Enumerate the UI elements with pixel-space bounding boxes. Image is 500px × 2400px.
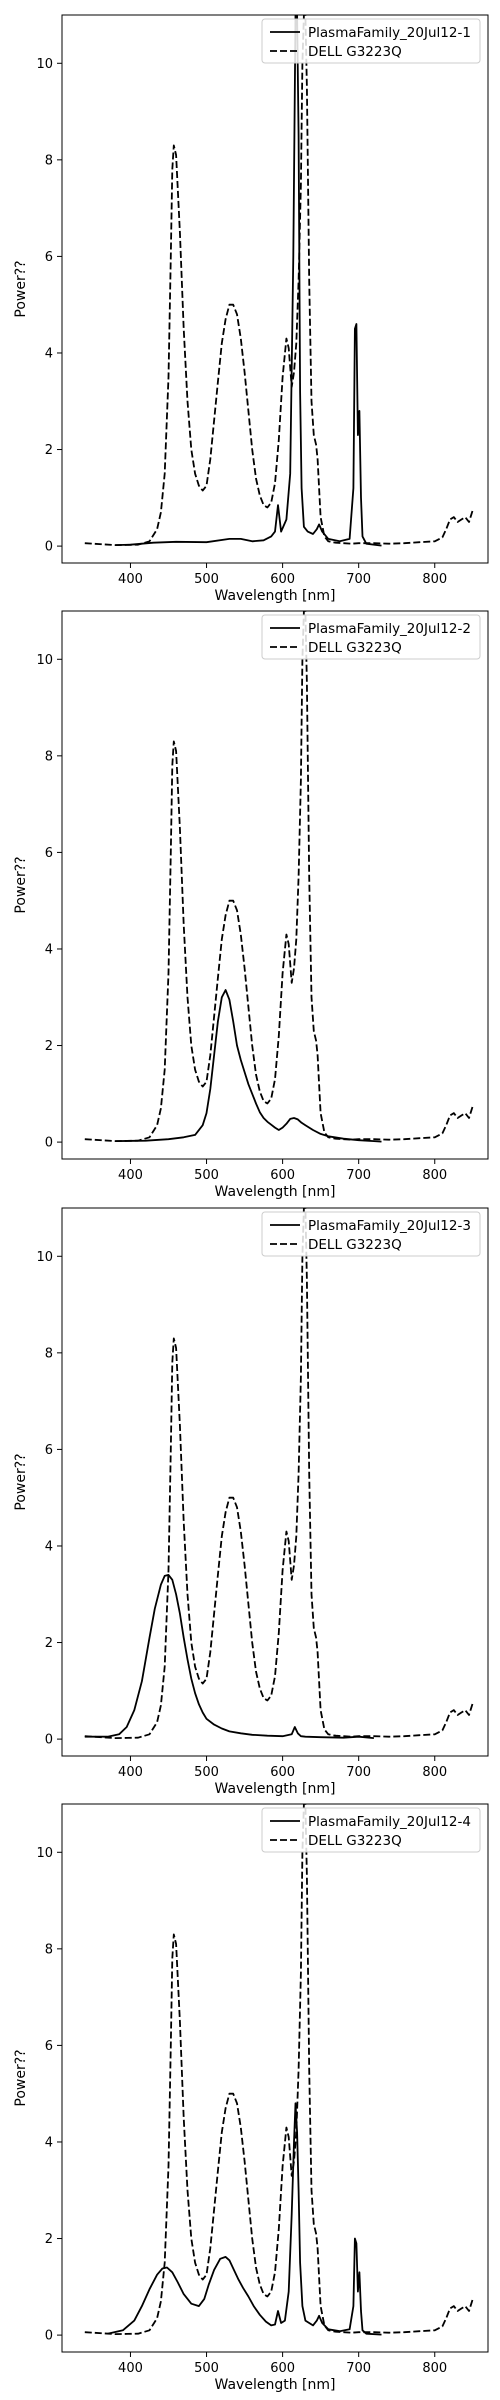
x-tick-label: 800 [422, 1168, 447, 1183]
x-tick-label: 500 [194, 1168, 219, 1183]
chart-panel-3: 400 500 600 700 800 0 2 4 6 8 10 Wavelength [nm] Pow… [13, 1207, 489, 1797]
series-line-dell-g3223q [84, 1208, 474, 1739]
x-tick-label: 700 [346, 1168, 371, 1183]
legend: PlasmaFamily_20Jul12-2 DELL G3223Q [261, 614, 481, 660]
series-line-dell-g3223q [84, 611, 474, 1142]
legend-label: DELL G3223Q [308, 1833, 402, 1849]
y-tick-label: 8 [45, 749, 53, 764]
legend: PlasmaFamily_20Jul12-1 DELL G3223Q [261, 18, 481, 64]
x-axis-label: Wavelength [nm] [215, 2377, 336, 2393]
y-axis-label: Power?? [13, 1453, 29, 1510]
x-tick-label: 600 [270, 1168, 295, 1183]
y-tick-label: 10 [36, 1250, 53, 1265]
x-tick-label: 700 [346, 2361, 371, 2376]
legend-label: PlasmaFamily_20Jul12-3 [308, 1218, 471, 1234]
y-axis-label: Power?? [13, 856, 29, 913]
axes-frame [61, 1803, 489, 2353]
chart-panel-2: 400 500 600 700 800 0 2 4 6 8 10 Wavelength [nm] Pow… [13, 610, 489, 1200]
x-tick-label: 800 [422, 2361, 447, 2376]
x-tick-label: 800 [422, 572, 447, 587]
x-tick-label: 600 [270, 1765, 295, 1780]
x-tick-label: 400 [118, 572, 143, 587]
x-tick-label: 400 [118, 1168, 143, 1183]
x-tick-label: 500 [194, 1765, 219, 1780]
legend-label: PlasmaFamily_20Jul12-2 [308, 621, 471, 637]
series-line-dell-g3223q [84, 15, 474, 546]
legend-label: DELL G3223Q [308, 1237, 402, 1253]
x-tick-label: 800 [422, 1765, 447, 1780]
chart-panel-4: 400 500 600 700 800 0 2 4 6 8 10 Wavelength [nm] Pow… [13, 1803, 489, 2393]
y-tick-label: 4 [45, 346, 53, 361]
axes-frame [61, 14, 489, 564]
y-tick-label: 2 [45, 1636, 53, 1651]
series-line-plasmafamily [115, 989, 382, 1143]
y-tick-label: 6 [45, 2039, 53, 2054]
y-tick-label: 8 [45, 1942, 53, 1957]
x-tick-label: 500 [194, 2361, 219, 2376]
x-axis-label: Wavelength [nm] [215, 588, 336, 604]
y-tick-label: 8 [45, 1346, 53, 1361]
y-tick-label: 4 [45, 1539, 53, 1554]
chart-panel-1: 400 500 600 700 800 0 2 4 6 8 10 Wavelength [nm] Pow… [13, 14, 489, 604]
axes-frame [61, 610, 489, 1160]
x-tick-label: 500 [194, 572, 219, 587]
x-tick-label: 600 [270, 572, 295, 587]
legend-box [261, 1211, 481, 1257]
legend-label: DELL G3223Q [308, 640, 402, 656]
y-tick-label: 4 [45, 942, 53, 957]
x-tick-label: 700 [346, 1765, 371, 1780]
x-tick-label: 400 [118, 2361, 143, 2376]
y-tick-label: 6 [45, 1443, 53, 1458]
y-tick-label: 0 [45, 1733, 53, 1748]
x-tick-label: 700 [346, 572, 371, 587]
y-tick-label: 0 [45, 1136, 53, 1151]
series-line-plasmafamily [84, 1574, 374, 1739]
legend-label: PlasmaFamily_20Jul12-1 [308, 25, 471, 41]
x-tick-label: 600 [270, 2361, 295, 2376]
x-axis-label: Wavelength [nm] [215, 1184, 336, 1200]
legend-box [261, 18, 481, 64]
y-tick-label: 6 [45, 250, 53, 265]
legend-label: DELL G3223Q [308, 44, 402, 60]
y-tick-label: 2 [45, 443, 53, 458]
legend: PlasmaFamily_20Jul12-3 DELL G3223Q [261, 1211, 481, 1257]
y-tick-label: 6 [45, 846, 53, 861]
y-axis-label: Power?? [13, 260, 29, 317]
x-tick-label: 400 [118, 1765, 143, 1780]
y-tick-label: 8 [45, 153, 53, 168]
legend-box [261, 614, 481, 660]
x-axis-label: Wavelength [nm] [215, 1781, 336, 1797]
y-tick-label: 2 [45, 1039, 53, 1054]
series-line-dell-g3223q [84, 1804, 474, 2336]
y-axis-label: Power?? [13, 2049, 29, 2106]
y-tick-label: 0 [45, 540, 53, 555]
y-tick-label: 10 [36, 653, 53, 668]
y-tick-label: 2 [45, 2232, 53, 2247]
y-tick-label: 4 [45, 2135, 53, 2150]
y-tick-label: 0 [45, 2329, 53, 2344]
legend-box [261, 1807, 481, 1853]
legend-label: PlasmaFamily_20Jul12-4 [308, 1814, 471, 1830]
series-line-plasmafamily [107, 2102, 382, 2336]
y-tick-label: 10 [36, 1846, 53, 1861]
axes-frame [61, 1207, 489, 1757]
series-line-plasmafamily [115, 15, 382, 547]
y-tick-label: 10 [36, 57, 53, 72]
legend: PlasmaFamily_20Jul12-4 DELL G3223Q [261, 1807, 481, 1853]
